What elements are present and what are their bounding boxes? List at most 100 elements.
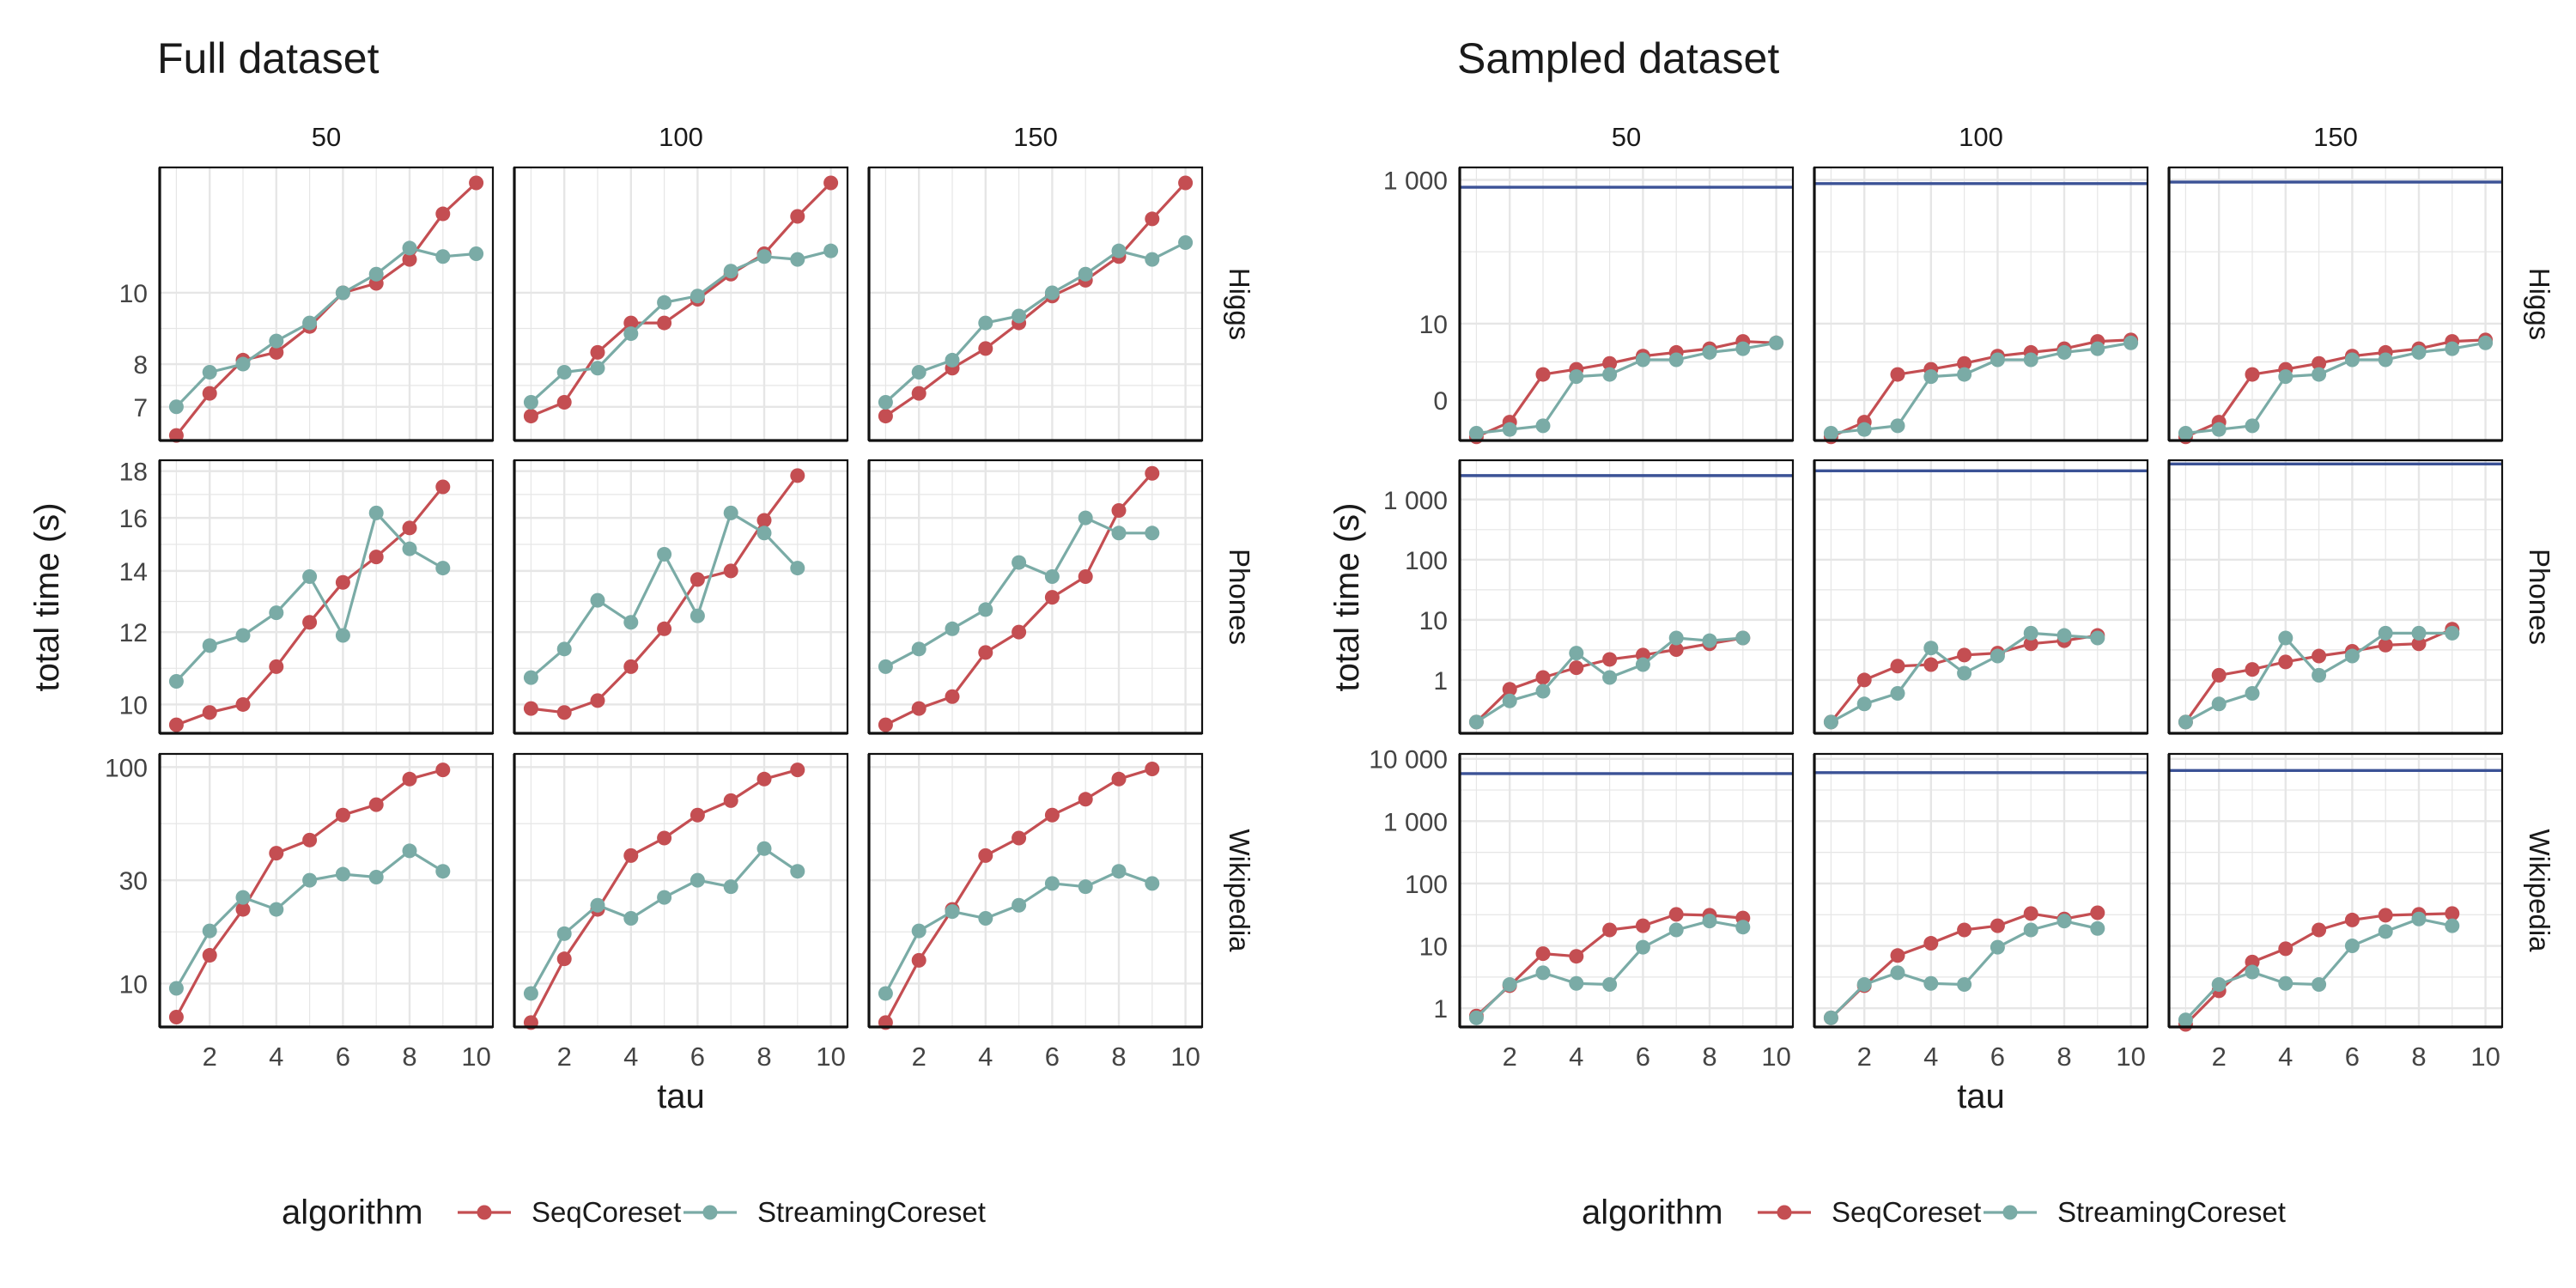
y-tick-label: 1 000	[1383, 167, 1448, 195]
data-point-streamingcoreset	[269, 333, 284, 349]
data-point-streamingcoreset	[945, 621, 960, 636]
x-axis-title: tau	[657, 1078, 705, 1115]
series-line-seqcoreset	[2184, 338, 2486, 439]
data-point-seqcoreset	[335, 574, 350, 590]
data-point-seqcoreset	[1535, 946, 1551, 962]
y-tick-label: 7	[133, 394, 148, 422]
data-point-seqcoreset	[723, 793, 738, 808]
data-point-streamingcoreset	[2245, 964, 2260, 980]
data-point-streamingcoreset	[790, 561, 805, 576]
facet-column-label: 100	[659, 122, 703, 152]
data-point-seqcoreset	[623, 659, 639, 674]
data-point-seqcoreset	[623, 315, 639, 331]
data-point-streamingcoreset	[1535, 418, 1551, 434]
legend-title: algorithm	[282, 1194, 423, 1231]
x-tick-label: 4	[1923, 1042, 1938, 1072]
series-line-seqcoreset	[884, 181, 1187, 417]
x-tick-label: 8	[756, 1042, 771, 1072]
facet-column-label: 50	[1612, 122, 1641, 152]
data-point-seqcoreset	[2278, 654, 2293, 670]
facet-panel	[1813, 459, 2149, 735]
data-point-streamingcoreset	[1735, 341, 1751, 356]
data-point-streamingcoreset	[1111, 243, 1127, 258]
data-point-streamingcoreset	[1957, 665, 1972, 681]
y-tick-label: 10	[119, 970, 148, 999]
data-point-streamingcoreset	[1012, 308, 1027, 324]
data-point-streamingcoreset	[435, 249, 451, 264]
x-tick-label: 6	[1990, 1042, 2005, 1072]
data-point-streamingcoreset	[1990, 939, 2005, 955]
y-tick-label: 10	[1419, 311, 1448, 339]
data-point-streamingcoreset	[335, 866, 350, 882]
data-point-seqcoreset	[1145, 211, 1160, 227]
series-line-streamingcoreset	[2185, 341, 2486, 435]
data-point-streamingcoreset	[590, 897, 605, 913]
data-point-streamingcoreset	[2445, 625, 2460, 641]
legend-key-point	[702, 1205, 718, 1220]
data-point-seqcoreset	[1535, 367, 1551, 382]
data-point-streamingcoreset	[1502, 422, 1517, 437]
data-point-streamingcoreset	[911, 923, 927, 939]
x-tick-label: 10	[1761, 1042, 1790, 1072]
data-point-streamingcoreset	[657, 546, 672, 562]
y-tick-label: 10	[119, 280, 148, 308]
x-axis-title: tau	[1957, 1078, 2005, 1115]
data-point-seqcoreset	[1044, 807, 1060, 823]
facet-column-label: 150	[2313, 122, 2358, 152]
data-point-streamingcoreset	[911, 364, 927, 380]
data-point-streamingcoreset	[2245, 418, 2260, 434]
data-point-seqcoreset	[945, 689, 960, 704]
data-point-streamingcoreset	[1502, 977, 1517, 993]
data-point-streamingcoreset	[623, 615, 639, 630]
data-point-streamingcoreset	[756, 841, 772, 856]
data-point-streamingcoreset	[1856, 696, 1872, 712]
data-point-streamingcoreset	[1635, 352, 1650, 368]
x-tick-label: 4	[978, 1042, 993, 1072]
data-point-streamingcoreset	[1635, 657, 1650, 672]
facet-row-label: Higgs	[2524, 268, 2555, 340]
data-point-streamingcoreset	[878, 659, 893, 674]
data-point-streamingcoreset	[1535, 683, 1551, 699]
data-point-streamingcoreset	[2023, 352, 2038, 368]
data-point-seqcoreset	[1890, 948, 1905, 963]
data-point-seqcoreset	[1990, 918, 2005, 933]
x-tick-label: 4	[2278, 1042, 2293, 1072]
legend-entry-label: SeqCoreset	[532, 1196, 681, 1228]
data-point-streamingcoreset	[590, 592, 605, 608]
legend-key-point	[477, 1205, 492, 1220]
data-point-streamingcoreset	[2023, 625, 2038, 641]
data-point-streamingcoreset	[402, 541, 417, 556]
data-point-seqcoreset	[2312, 922, 2327, 938]
y-tick-label: 100	[105, 754, 148, 782]
data-point-streamingcoreset	[2278, 630, 2293, 646]
data-point-streamingcoreset	[202, 923, 217, 939]
data-point-streamingcoreset	[756, 526, 772, 541]
data-point-streamingcoreset	[1044, 876, 1060, 891]
data-point-seqcoreset	[168, 1009, 184, 1024]
data-point-streamingcoreset	[1668, 922, 1684, 938]
data-point-seqcoreset	[2023, 906, 2038, 921]
data-point-seqcoreset	[756, 771, 772, 787]
facet-panel	[513, 166, 849, 442]
data-point-streamingcoreset	[2023, 922, 2038, 938]
data-point-streamingcoreset	[1990, 352, 2005, 368]
data-point-seqcoreset	[978, 645, 993, 660]
y-axis-title: total time (s)	[28, 502, 66, 691]
data-point-streamingcoreset	[269, 605, 284, 621]
data-point-streamingcoreset	[2090, 920, 2105, 936]
data-point-streamingcoreset	[1468, 1010, 1484, 1025]
data-point-streamingcoreset	[1569, 369, 1584, 385]
data-point-streamingcoreset	[878, 394, 893, 410]
data-point-streamingcoreset	[1957, 367, 1972, 382]
data-point-seqcoreset	[435, 479, 451, 495]
facet-panel: 2 4 6 8 10	[513, 752, 849, 1072]
y-tick-label: 1	[1433, 667, 1448, 696]
data-point-streamingcoreset	[168, 981, 184, 996]
data-point-seqcoreset	[368, 797, 384, 812]
data-point-seqcoreset	[978, 341, 993, 356]
x-tick-label: 2	[912, 1042, 927, 1072]
data-point-streamingcoreset	[1569, 646, 1584, 661]
y-tick-label: 10	[119, 691, 148, 720]
data-point-streamingcoreset	[1735, 920, 1751, 935]
data-point-streamingcoreset	[1769, 335, 1784, 350]
